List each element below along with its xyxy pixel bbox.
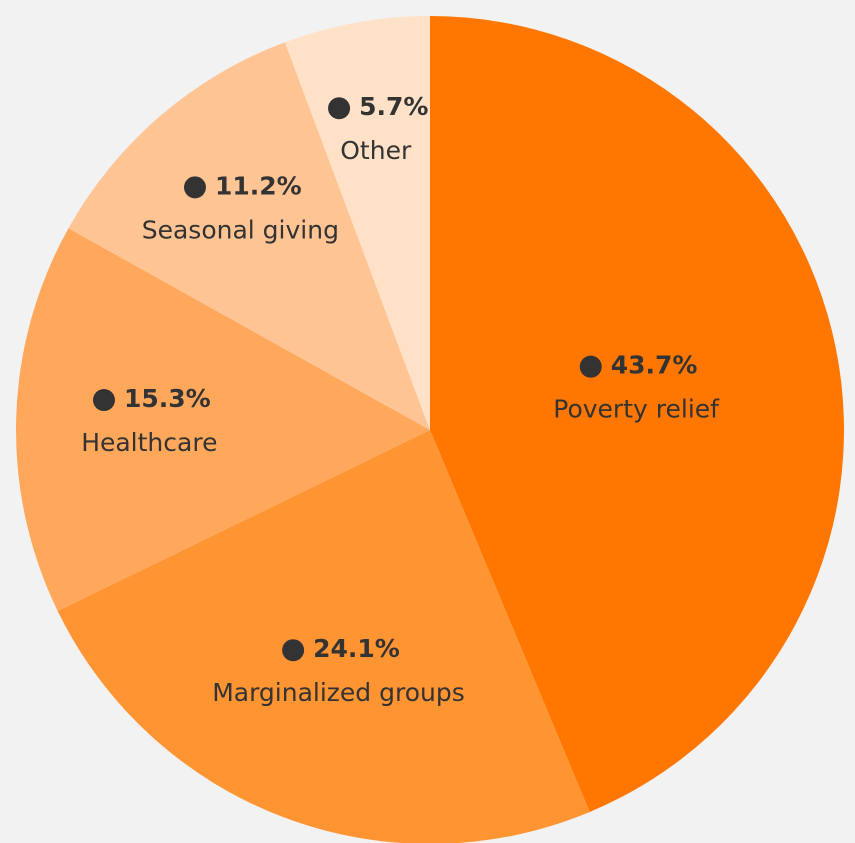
label-icon — [579, 355, 602, 378]
pie-slice — [284, 16, 430, 430]
category-label: Seasonal giving — [142, 215, 339, 244]
pie-slice — [68, 42, 430, 431]
slice-label: 5.7% Other — [328, 92, 428, 165]
value-label: 11.2% — [215, 171, 302, 200]
label-icon — [328, 97, 351, 120]
pie-slice — [16, 228, 430, 611]
pie-slice — [430, 16, 844, 812]
category-label: Poverty relief — [553, 395, 720, 424]
value-label: 24.1% — [313, 634, 400, 663]
slice-label: 11.2% Seasonal giving — [142, 171, 339, 244]
slice-label: 24.1% Marginalized groups — [212, 634, 465, 707]
label-icon — [282, 639, 305, 662]
value-label: 15.3% — [124, 384, 211, 413]
label-icon — [92, 389, 115, 412]
slice-label: 15.3% Healthcare — [81, 384, 217, 457]
label-icon — [183, 176, 206, 199]
category-label: Marginalized groups — [212, 678, 465, 707]
value-label: 5.7% — [359, 92, 428, 121]
value-label: 43.7% — [611, 351, 698, 380]
pie-slice — [57, 430, 590, 843]
category-label: Other — [340, 136, 412, 165]
slice-label: 43.7% Poverty relief — [553, 351, 720, 424]
category-label: Healthcare — [81, 428, 217, 457]
